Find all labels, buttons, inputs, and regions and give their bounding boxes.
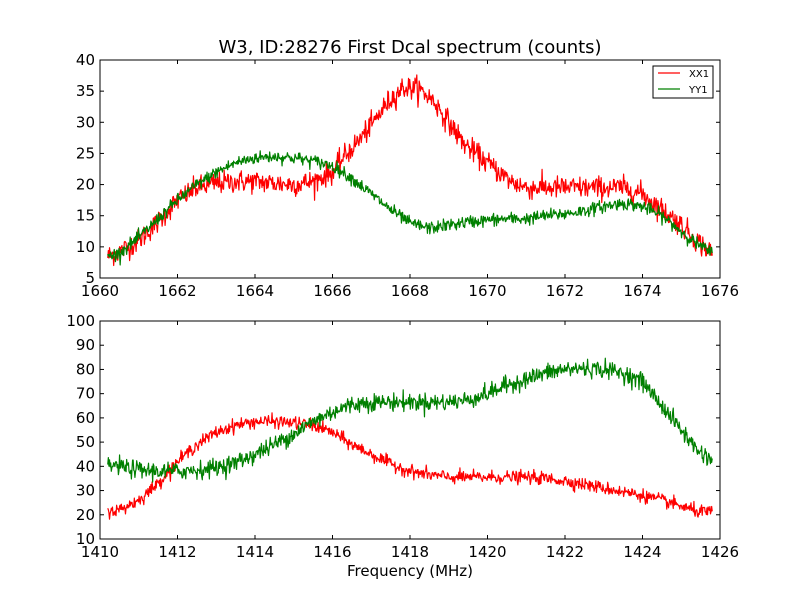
top-y-tick-label: 10 — [76, 238, 95, 256]
top-x-tick-label: 1668 — [391, 282, 429, 300]
chart-title: W3, ID:28276 First Dcal spectrum (counts… — [218, 37, 601, 58]
top-plot-lines — [107, 74, 713, 267]
bottom-y-tick-label: 80 — [76, 360, 95, 378]
legend-label-yy1: YY1 — [688, 85, 708, 96]
top-x-tick-label: 1676 — [701, 282, 739, 300]
top-x-tick-label: 1674 — [623, 282, 661, 300]
bottom-series-line-green — [107, 357, 713, 483]
legend: XX1 YY1 — [652, 65, 714, 99]
bottom-y-tick-label: 30 — [76, 482, 95, 500]
top-x-tick-label: 1662 — [158, 282, 196, 300]
top-x-tick-label: 1672 — [546, 282, 584, 300]
bottom-x-tick-label: 1412 — [158, 543, 196, 561]
top-x-tick-label: 1670 — [468, 282, 506, 300]
legend-box — [652, 65, 714, 99]
top-y-tick-label: 15 — [76, 207, 95, 225]
bottom-x-tick-label: 1418 — [391, 543, 429, 561]
legend-label-xx1: XX1 — [689, 69, 709, 80]
top-x-tick-label: 1660 — [81, 282, 119, 300]
bottom-x-tick-label: 1420 — [468, 543, 506, 561]
top-y-tick-label: 20 — [76, 176, 95, 194]
top-y-tick-label: 5 — [85, 269, 95, 287]
bottom-plot-ticks: 1410 1412 1414 1416 1418 1420 1422 1424 1426 10 20… — [66, 312, 739, 561]
bottom-x-tick-label: 1424 — [623, 543, 661, 561]
bottom-y-tick-label: 10 — [76, 530, 95, 548]
bottom-x-tick-label: 1416 — [313, 543, 351, 561]
bottom-y-tick-label: 60 — [76, 409, 95, 427]
top-y-tick-label: 30 — [76, 113, 95, 131]
top-x-tick-label: 1666 — [313, 282, 351, 300]
top-series-line-xx1 — [107, 74, 713, 267]
top-plot-ticks: 1660 1662 1664 1666 1668 1670 1672 1674 1676 5 10 1… — [76, 51, 739, 300]
top-y-tick-label: 35 — [76, 82, 95, 100]
bottom-x-tick-label: 1426 — [701, 543, 739, 561]
x-axis-label: Frequency (MHz) — [347, 562, 473, 580]
top-series-line-yy1 — [107, 150, 713, 266]
bottom-x-tick-label: 1410 — [81, 543, 119, 561]
bottom-x-tick-label: 1414 — [236, 543, 274, 561]
bottom-plot: 1410 1412 1414 1416 1418 1420 1422 1424 1426 10 20… — [66, 312, 739, 561]
top-y-tick-label: 25 — [76, 144, 95, 162]
top-x-tick-label: 1664 — [236, 282, 274, 300]
top-plot: 1660 1662 1664 1666 1668 1670 1672 1674 1676 5 10 1… — [76, 51, 739, 300]
bottom-y-tick-label: 90 — [76, 336, 95, 354]
bottom-plot-lines — [107, 357, 713, 520]
bottom-y-tick-label: 20 — [76, 506, 95, 524]
bottom-y-tick-label: 70 — [76, 385, 95, 403]
bottom-x-tick-label: 1422 — [546, 543, 584, 561]
bottom-y-tick-label: 100 — [66, 312, 95, 330]
top-y-tick-label: 40 — [76, 51, 95, 69]
bottom-y-tick-label: 40 — [76, 457, 95, 475]
bottom-series-line-red — [107, 412, 713, 520]
bottom-y-tick-label: 50 — [76, 433, 95, 451]
